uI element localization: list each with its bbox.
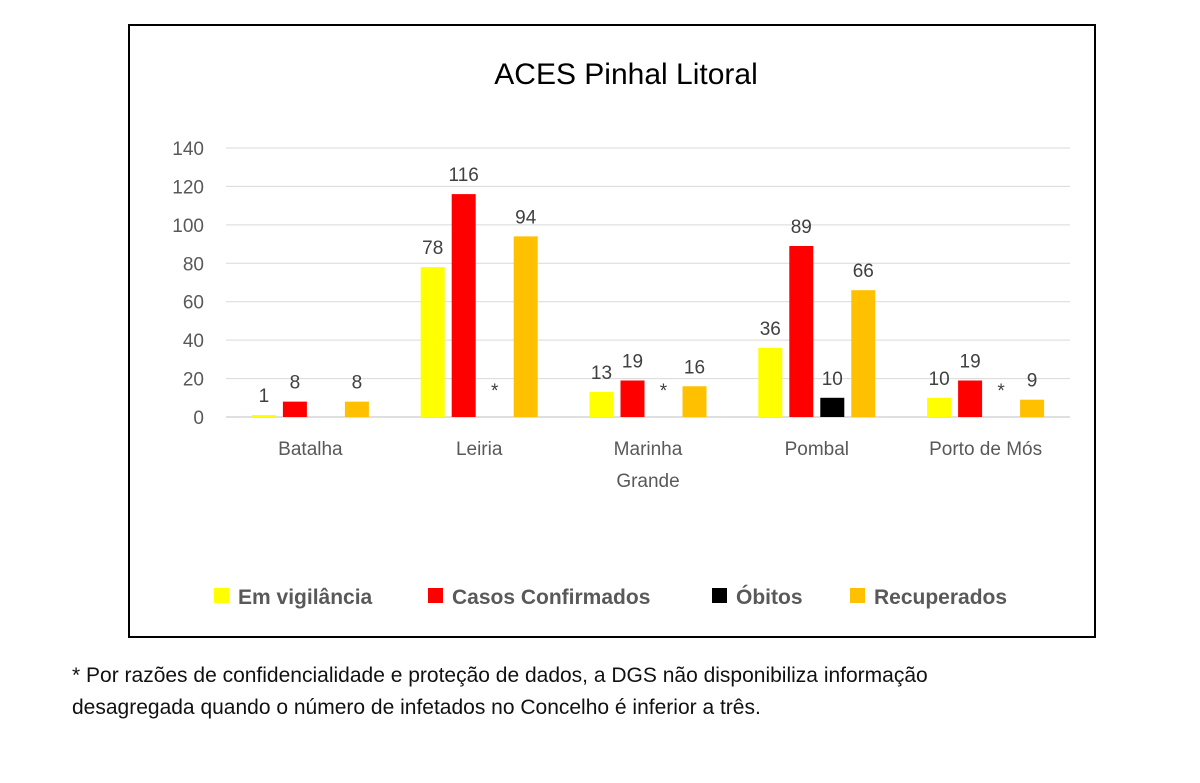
data-label: 66 (853, 261, 874, 282)
data-label: * (997, 381, 1005, 402)
bar (927, 397, 952, 417)
x-axis-ticks: Batalha Leiria Marinha Grande Pombal Porto de… (278, 439, 1042, 492)
data-label: 16 (684, 357, 705, 378)
y-tick-label: 140 (172, 139, 204, 160)
bars (251, 194, 1045, 417)
legend-swatch (850, 588, 865, 603)
data-label: 1 (259, 386, 270, 407)
legend-label: Em vigilância (238, 586, 373, 609)
bar (1020, 399, 1045, 417)
y-tick-label: 20 (183, 370, 204, 391)
chart-title: ACES Pinhal Litoral (494, 58, 757, 91)
x-tick-label: Batalha (278, 439, 343, 460)
x-tick-label: Pombal (785, 439, 849, 460)
data-label: 116 (449, 165, 479, 186)
x-tick-label: Grande (616, 471, 679, 492)
bar (344, 401, 369, 417)
y-tick-label: 60 (183, 293, 204, 314)
data-label: 36 (760, 319, 781, 340)
bar-chart: ACES Pinhal Litoral 0 20 40 60 80 100 120 140 1… (172, 58, 1070, 609)
legend: Em vigilância Casos Confirmados Óbitos Recu… (214, 585, 1007, 609)
data-label: 94 (515, 207, 537, 228)
chart-frame: ACES Pinhal Litoral 0 20 40 60 80 100 120 140 1… (128, 24, 1096, 638)
data-label: 89 (791, 217, 812, 238)
bar (513, 236, 538, 417)
bar (420, 267, 445, 417)
data-label: 8 (290, 373, 301, 394)
gridlines (226, 147, 1070, 418)
bar (282, 401, 307, 417)
x-tick-label: Marinha (614, 439, 683, 460)
footnote: * Por razões de confidencialidade e prot… (72, 660, 1152, 724)
x-tick-label: Leiria (456, 439, 503, 460)
bar (958, 380, 983, 417)
y-tick-label: 120 (172, 177, 204, 198)
legend-swatch (428, 588, 443, 603)
legend-label: Óbitos (736, 585, 803, 609)
bar (589, 392, 614, 417)
data-label: * (660, 381, 668, 402)
x-tick-label: Porto de Mós (929, 439, 1042, 460)
data-label: 10 (929, 369, 950, 390)
bar (251, 415, 276, 417)
data-label: * (491, 381, 499, 402)
y-tick-label: 80 (183, 254, 204, 275)
legend-swatch (214, 588, 229, 603)
data-label: 9 (1027, 371, 1038, 392)
legend-label: Casos Confirmados (452, 586, 650, 609)
bar (820, 397, 845, 417)
data-label: 78 (422, 238, 443, 259)
bar (851, 290, 876, 417)
data-label: 19 (960, 351, 981, 372)
y-tick-label: 0 (193, 408, 204, 429)
bar (451, 194, 476, 417)
legend-swatch (712, 588, 727, 603)
y-tick-label: 100 (172, 216, 204, 237)
footnote-line-1: * Por razões de confidencialidade e prot… (72, 664, 928, 687)
data-label: 19 (622, 351, 643, 372)
bar (682, 386, 707, 417)
footnote-line-2: desagregada quando o número de infetados… (72, 696, 761, 719)
data-label: 13 (591, 363, 612, 384)
data-label: 10 (822, 369, 843, 390)
bar (620, 380, 645, 417)
data-label: 8 (352, 373, 363, 394)
legend-label: Recuperados (874, 586, 1007, 609)
bar (758, 347, 783, 417)
y-axis-ticks: 0 20 40 60 80 100 120 140 (172, 139, 204, 429)
bar (789, 245, 814, 417)
y-tick-label: 40 (183, 331, 204, 352)
